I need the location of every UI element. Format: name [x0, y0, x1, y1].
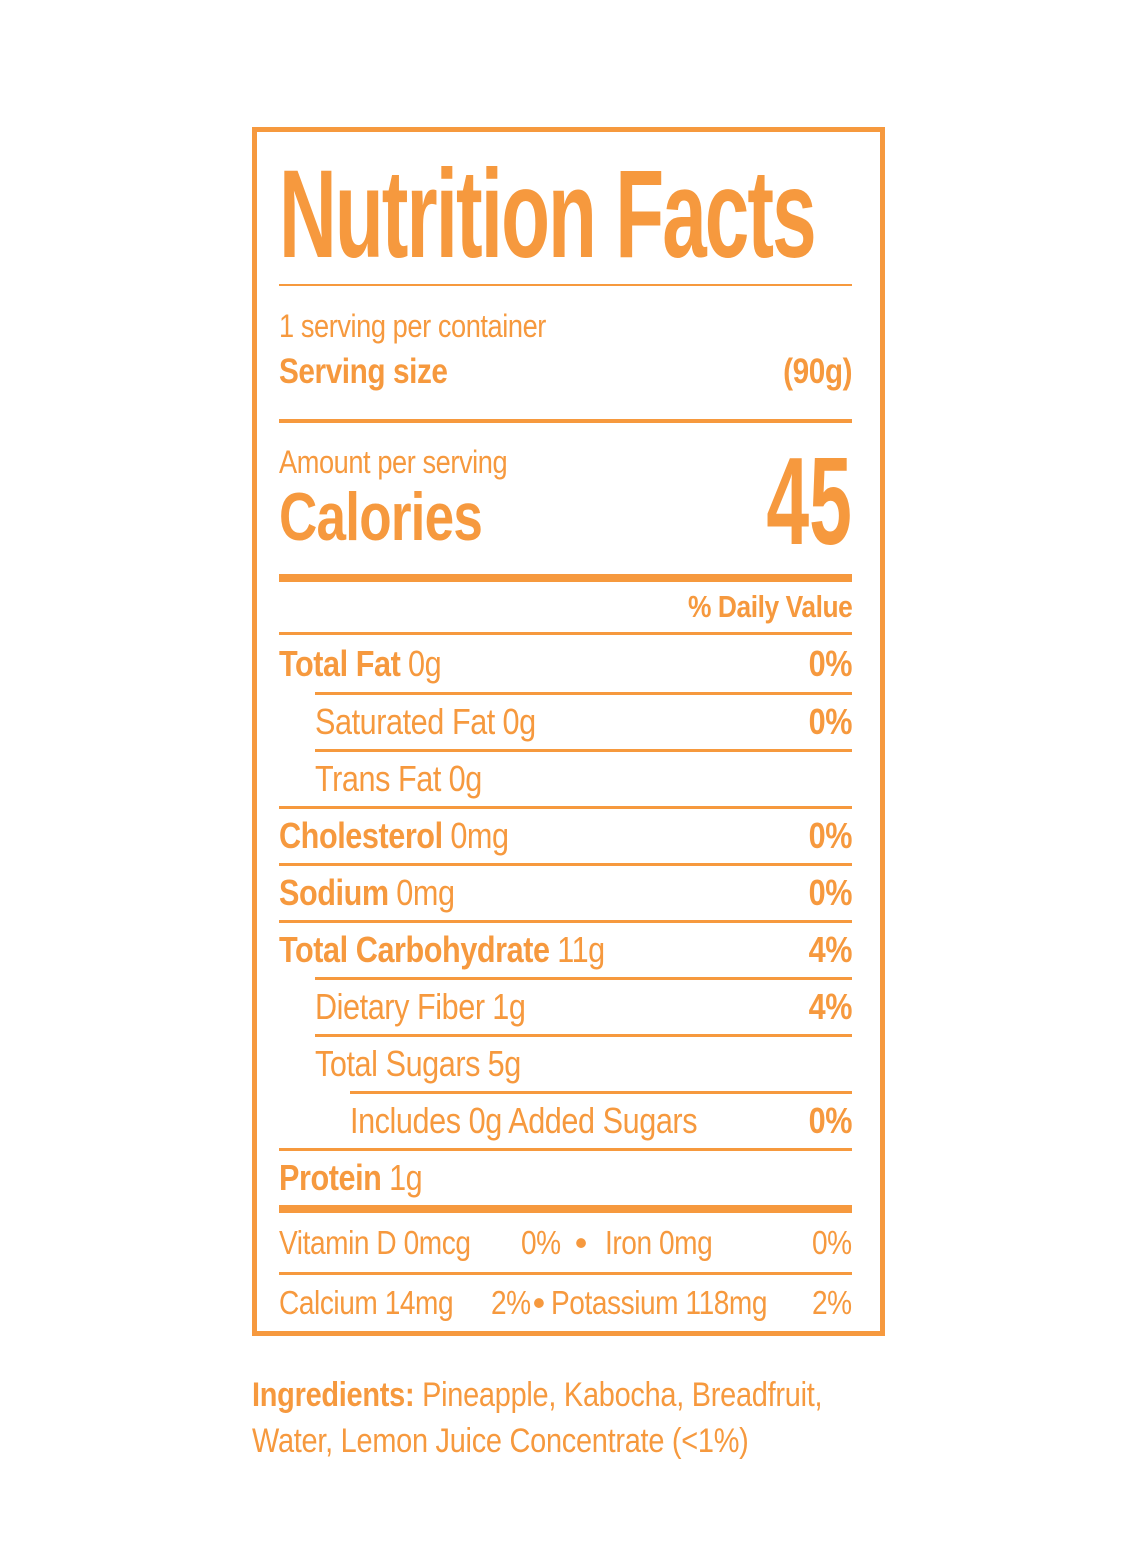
nutrient-row-dietary-fiber: Dietary Fiber 1g 4% [315, 977, 852, 1034]
micro-left-dv: 0% [521, 1223, 561, 1261]
calories-label: Calories [279, 479, 483, 556]
dv-value: 4% [808, 986, 853, 1028]
servings-per-container: 1 serving per container [279, 308, 546, 345]
bullet-separator: • [574, 1221, 588, 1263]
calories-section: Amount per serving Calories 45 [279, 440, 852, 564]
calories-divider [279, 573, 852, 583]
nutrient-row-protein: Protein 1g [279, 1148, 852, 1205]
nutrient-rows: Total Fat 0g 0% Saturated Fat 0g 0% Trans … [279, 635, 852, 1205]
serving-size-label: Serving size [279, 352, 448, 392]
nutrient-row-added-sugars: Includes 0g Added Sugars 0% [350, 1091, 852, 1148]
title-divider [279, 283, 852, 287]
nutrient-row-total-carbohydrate: Total Carbohydrate 11g 4% [279, 920, 852, 977]
nutrition-facts-label: Nutrition Facts 1 serving per container … [252, 127, 885, 1336]
amount-per-serving-label: Amount per serving [279, 444, 508, 481]
ingredients-text: Pineapple, Kabocha, Breadfruit, Water, L… [252, 1376, 823, 1460]
dv-value: 4% [808, 929, 853, 971]
nutrient-row-trans-fat: Trans Fat 0g [315, 749, 852, 806]
micro-right-name: Iron 0mg [605, 1223, 713, 1261]
nutrient-row-sodium: Sodium 0mg 0% [279, 863, 852, 920]
ingredients-label: Ingredients: [252, 1376, 415, 1414]
protein-divider [279, 1205, 852, 1214]
micro-right-name: Potassium 118mg [551, 1284, 768, 1322]
micronutrients-section: Vitamin D 0mcg 0% • Iron 0mg 0% Calcium … [279, 1205, 852, 1331]
dv-value: 0% [808, 815, 853, 857]
nutrient-row-total-sugars: Total Sugars 5g [315, 1034, 852, 1091]
serving-divider [279, 419, 852, 424]
nutrient-row-total-fat: Total Fat 0g 0% [279, 642, 853, 684]
micro-left-name: Calcium 14mg [279, 1284, 454, 1322]
micro-left-dv: 2% [490, 1284, 531, 1322]
bullet-separator: • [532, 1282, 546, 1324]
dv-value: 0% [808, 701, 853, 743]
micro-right-dv: 2% [812, 1284, 852, 1322]
serving-size-row: Serving size (90g) [279, 352, 852, 392]
micronutrient-row-calcium-potassium: Calcium 14mg 2% • Potassium 118mg 2% [279, 1272, 852, 1331]
dv-value: 0% [808, 1100, 853, 1142]
label-title: Nutrition Facts [279, 145, 817, 284]
dv-value: 0% [808, 642, 853, 684]
dv-value: 0% [808, 872, 853, 914]
calories-value: 45 [766, 433, 852, 572]
nutrient-row-cholesterol: Cholesterol 0mg 0% [279, 806, 852, 863]
ingredients-statement: Ingredients: Pineapple, Kabocha, Breadfr… [252, 1372, 895, 1464]
micro-left-name: Vitamin D 0mcg [279, 1223, 471, 1261]
daily-value-header: % Daily Value [279, 582, 852, 636]
nutrient-row-saturated-fat: Saturated Fat 0g 0% [315, 692, 852, 749]
serving-size-value: (90g) [783, 352, 852, 392]
micro-right-dv: 0% [812, 1223, 852, 1261]
micronutrient-row-vitamin-d-iron: Vitamin D 0mcg 0% • Iron 0mg 0% [279, 1213, 852, 1272]
